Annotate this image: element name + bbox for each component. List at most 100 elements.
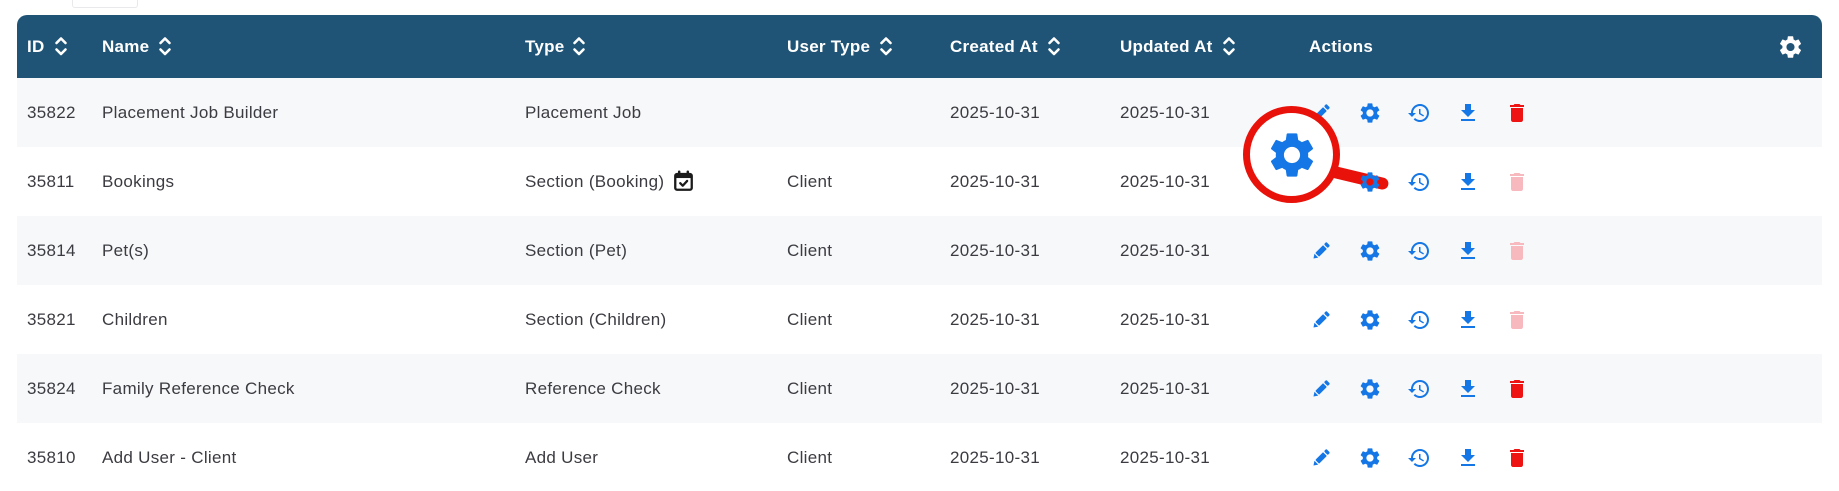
gear-settings-icon[interactable]	[1358, 377, 1382, 401]
table-row: 35811 Bookings Section (Booking) Client …	[17, 147, 1822, 216]
cell-type-text: Reference Check	[525, 378, 661, 398]
table-header-row: ID Name Type User Type Created At Update…	[17, 15, 1822, 78]
cell-created-at: 2025-10-31	[950, 309, 1040, 329]
history-restore-icon[interactable]	[1407, 239, 1431, 263]
cell-id: 35824	[27, 378, 76, 398]
table-row: 35814 Pet(s) Section (Pet) Client 2025-1…	[17, 216, 1822, 285]
download-icon[interactable]	[1456, 377, 1480, 401]
sort-chevrons-icon[interactable]	[879, 36, 893, 57]
download-icon[interactable]	[1456, 239, 1480, 263]
pencil-edit-icon[interactable]	[1309, 446, 1333, 470]
download-icon[interactable]	[1456, 446, 1480, 470]
cell-actions	[1295, 101, 1822, 125]
cell-type-text: Section (Booking)	[525, 171, 665, 191]
history-restore-icon[interactable]	[1407, 446, 1431, 470]
sort-chevrons-icon[interactable]	[1222, 36, 1236, 57]
history-restore-icon[interactable]	[1407, 377, 1431, 401]
cell-user-type: Client	[787, 378, 833, 398]
cell-user-type: Client	[787, 309, 833, 329]
column-header-user-type[interactable]: User Type	[787, 36, 950, 57]
sort-chevrons-icon[interactable]	[54, 36, 68, 57]
cell-created-at: 2025-10-31	[950, 447, 1040, 467]
cell-user-type: Client	[787, 447, 833, 467]
cell-updated-at: 2025-10-31	[1120, 378, 1210, 398]
column-label: Name	[102, 36, 150, 56]
column-header-name[interactable]: Name	[102, 36, 525, 57]
cell-type-text: Section (Children)	[525, 309, 667, 329]
download-icon[interactable]	[1456, 308, 1480, 332]
cell-type: Section (Children)	[525, 310, 787, 330]
cell-id: 35821	[27, 309, 76, 329]
column-label: Actions	[1309, 36, 1374, 56]
pencil-edit-icon[interactable]	[1309, 377, 1333, 401]
column-header-updated-at[interactable]: Updated At	[1120, 36, 1295, 57]
forms-table: ID Name Type User Type Created At Update…	[17, 15, 1822, 491]
cell-actions	[1295, 170, 1822, 194]
trash-delete-icon[interactable]	[1505, 446, 1529, 470]
cell-actions	[1295, 239, 1822, 263]
pencil-edit-icon[interactable]	[1309, 239, 1333, 263]
cell-name: Children	[102, 309, 168, 329]
trash-delete-icon[interactable]	[1505, 239, 1529, 263]
gear-settings-icon[interactable]	[1358, 446, 1382, 470]
cell-id: 35811	[27, 171, 75, 191]
cell-type-text: Add User	[525, 447, 599, 467]
cell-actions	[1295, 308, 1822, 332]
cell-created-at: 2025-10-31	[950, 240, 1040, 260]
table-row: 35822 Placement Job Builder Placement Jo…	[17, 78, 1822, 147]
cell-created-at: 2025-10-31	[950, 378, 1040, 398]
table-body: 35822 Placement Job Builder Placement Jo…	[17, 78, 1822, 491]
calendar-check-icon	[672, 170, 695, 193]
table-row: 35810 Add User - Client Add User Client …	[17, 423, 1822, 491]
cell-user-type: Client	[787, 171, 833, 191]
trash-delete-icon[interactable]	[1505, 308, 1529, 332]
cell-name: Placement Job Builder	[102, 102, 279, 122]
trash-delete-icon[interactable]	[1505, 170, 1529, 194]
cell-user-type: Client	[787, 240, 833, 260]
cell-name: Family Reference Check	[102, 378, 295, 398]
cell-type: Reference Check	[525, 379, 787, 399]
sort-chevrons-icon[interactable]	[1047, 36, 1061, 57]
cell-updated-at: 2025-10-31	[1120, 240, 1210, 260]
history-restore-icon[interactable]	[1407, 308, 1431, 332]
sort-chevrons-icon[interactable]	[158, 36, 172, 57]
trash-delete-icon[interactable]	[1505, 101, 1529, 125]
cell-created-at: 2025-10-31	[950, 102, 1040, 122]
cell-updated-at: 2025-10-31	[1120, 309, 1210, 329]
cell-name: Add User - Client	[102, 447, 237, 467]
gear-settings-icon[interactable]	[1358, 170, 1382, 194]
column-label: User Type	[787, 36, 871, 56]
cell-type: Add User	[525, 448, 787, 468]
column-header-type[interactable]: Type	[525, 36, 787, 57]
trash-delete-icon[interactable]	[1505, 377, 1529, 401]
download-icon[interactable]	[1456, 170, 1480, 194]
column-label: ID	[27, 36, 45, 56]
sort-chevrons-icon[interactable]	[572, 36, 586, 57]
column-header-created-at[interactable]: Created At	[950, 36, 1120, 57]
download-icon[interactable]	[1456, 101, 1480, 125]
cell-type: Placement Job	[525, 103, 787, 123]
cell-id: 35814	[27, 240, 76, 260]
gear-settings-icon[interactable]	[1358, 101, 1382, 125]
column-header-actions: Actions	[1295, 37, 1822, 57]
cell-id: 35822	[27, 102, 76, 122]
history-restore-icon[interactable]	[1407, 170, 1431, 194]
cell-name: Bookings	[102, 171, 175, 191]
history-restore-icon[interactable]	[1407, 101, 1431, 125]
column-label: Type	[525, 36, 565, 56]
column-header-id[interactable]: ID	[17, 36, 102, 57]
partial-cropped-control[interactable]	[72, 0, 138, 8]
cell-updated-at: 2025-10-31	[1120, 102, 1210, 122]
magnified-gear-settings-icon	[1270, 132, 1313, 177]
column-label: Created At	[950, 36, 1038, 56]
gear-settings-icon[interactable]	[1358, 308, 1382, 332]
cell-updated-at: 2025-10-31	[1120, 171, 1210, 191]
cell-type-text: Placement Job	[525, 102, 642, 122]
pencil-edit-icon[interactable]	[1309, 308, 1333, 332]
table-settings-gear-icon[interactable]	[1777, 33, 1804, 60]
cell-type: Section (Pet)	[525, 241, 787, 261]
cell-created-at: 2025-10-31	[950, 171, 1040, 191]
column-label: Updated At	[1120, 36, 1213, 56]
gear-settings-icon[interactable]	[1358, 239, 1382, 263]
cell-actions	[1295, 377, 1822, 401]
